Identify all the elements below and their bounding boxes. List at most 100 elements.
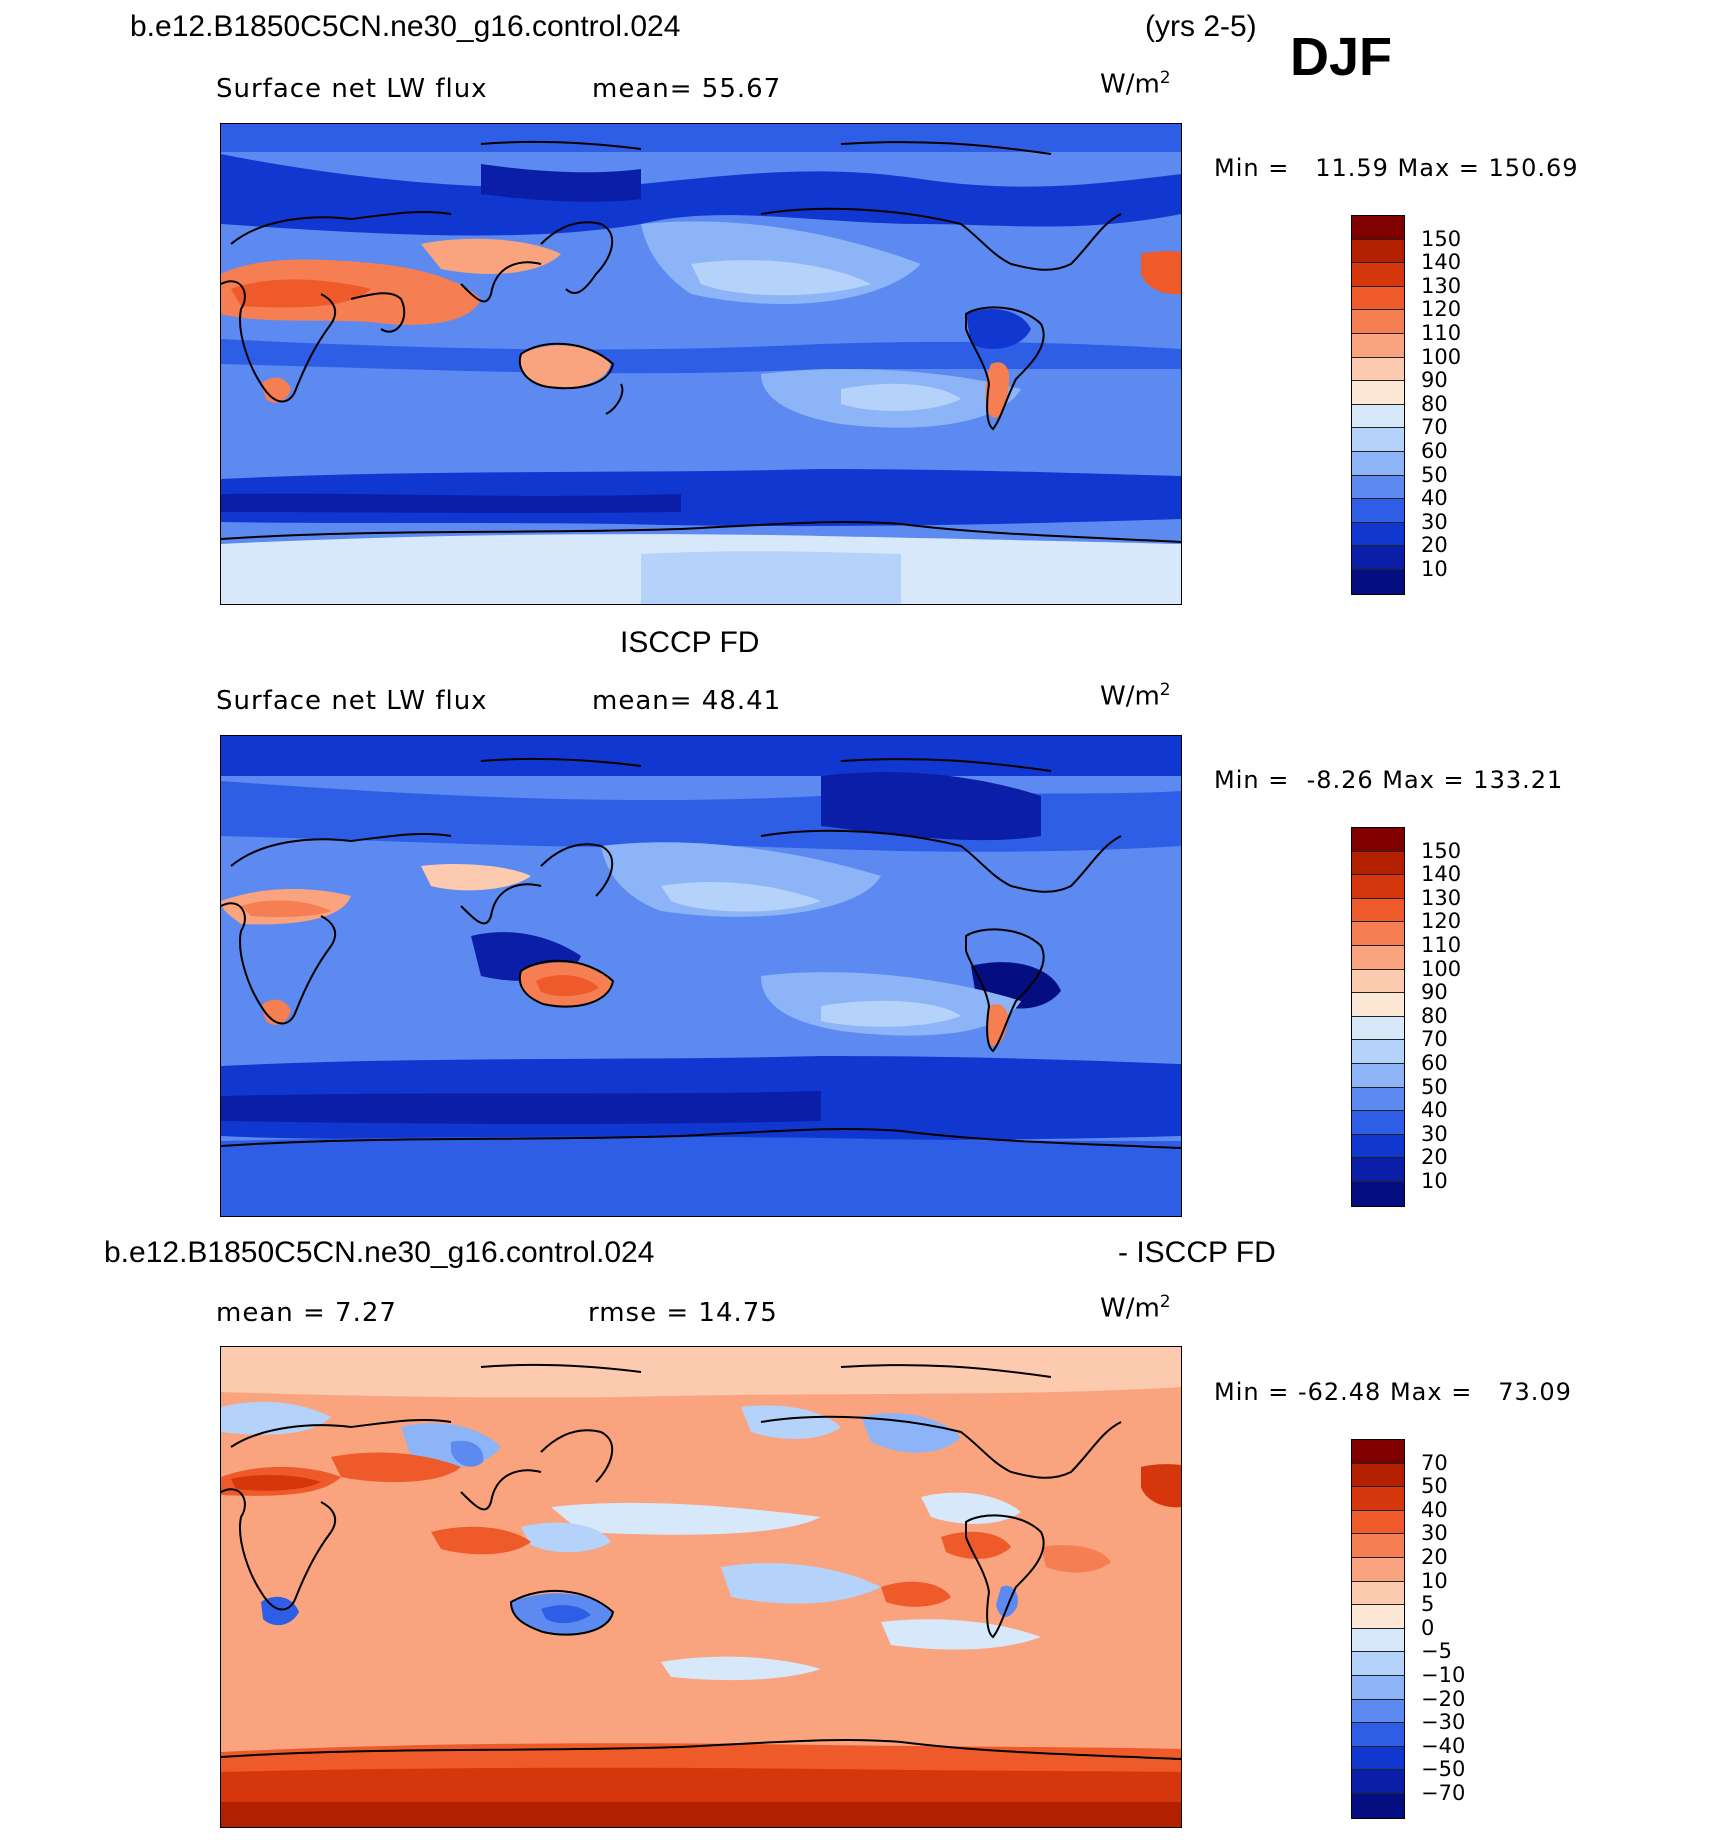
colorbar-swatch	[1352, 1487, 1404, 1511]
colorbar-swatch	[1352, 404, 1404, 429]
colorbar-swatch	[1352, 851, 1404, 876]
colorbar-swatch	[1352, 1111, 1404, 1135]
panel2-title: ISCCP FD	[620, 626, 760, 659]
colorbar-tick-label: −50	[1421, 1757, 1466, 1782]
colorbar-tick-label: −20	[1421, 1686, 1466, 1711]
panel2-mean-label: mean= 48.41	[592, 686, 782, 716]
panel1-colorbar-swatches	[1351, 215, 1405, 595]
colorbar-tick-label: 50	[1421, 1074, 1448, 1099]
colorbar-swatch	[1352, 1652, 1404, 1676]
colorbar-tick-label: 130	[1421, 885, 1462, 910]
colorbar-swatch	[1352, 546, 1404, 570]
colorbar-swatch	[1352, 451, 1404, 476]
colorbar-tick-label: 60	[1421, 439, 1448, 463]
colorbar-tick-label: 10	[1421, 1568, 1448, 1593]
panel3-title-left: b.e12.B1850C5CN.ne30_g16.control.024	[104, 1236, 655, 1269]
colorbar-tick-label: 120	[1421, 909, 1462, 934]
colorbar-swatch	[1352, 969, 1404, 994]
colorbar-swatch	[1352, 333, 1404, 358]
colorbar-swatch	[1352, 1746, 1404, 1771]
colorbar-tick-label: 30	[1421, 1121, 1448, 1146]
colorbar-tick-label: 0	[1421, 1615, 1435, 1640]
colorbar-swatch	[1352, 499, 1404, 523]
colorbar-swatch	[1352, 475, 1404, 500]
colorbar-swatch	[1352, 828, 1404, 852]
colorbar-tick-label: 20	[1421, 1545, 1448, 1569]
colorbar-tick-label: 10	[1421, 557, 1448, 581]
colorbar-swatch	[1352, 286, 1404, 311]
colorbar-tick-label: 30	[1421, 509, 1448, 534]
panel2-min-max: Min = -8.26 Max = 133.21	[1214, 766, 1564, 794]
panel3-map	[220, 1346, 1182, 1828]
colorbar-swatch	[1352, 875, 1404, 899]
colorbar-swatch	[1352, 1181, 1404, 1206]
colorbar-tick-label: 20	[1421, 1145, 1448, 1170]
panel3-min-max: Min = -62.48 Max = 73.09	[1214, 1378, 1572, 1406]
colorbar-tick-label: −70	[1421, 1781, 1466, 1805]
colorbar-tick-label: 110	[1421, 933, 1462, 957]
panel1-mean-label: mean= 55.67	[592, 74, 782, 104]
colorbar-tick-label: 140	[1421, 250, 1462, 275]
colorbar-swatch	[1352, 1158, 1404, 1182]
colorbar-tick-label: 100	[1421, 956, 1462, 981]
panel2-unit: W/m2	[1100, 680, 1171, 712]
panel2-colorbar: 150 140 130 120 110 100 90 80 70 60 50 40 30 20 10	[1351, 827, 1461, 1207]
season-label: DJF	[1290, 27, 1393, 87]
colorbar-tick-label: 110	[1421, 321, 1462, 345]
colorbar-swatch	[1352, 357, 1404, 382]
years-label: (yrs 2-5)	[1145, 10, 1257, 43]
colorbar-tick-label: 70	[1421, 1027, 1448, 1052]
panel1-variable-label: Surface net LW flux	[216, 74, 488, 104]
colorbar-tick-label: 60	[1421, 1051, 1448, 1075]
colorbar-swatch	[1352, 1723, 1404, 1747]
colorbar-swatch	[1352, 945, 1404, 970]
colorbar-swatch	[1352, 381, 1404, 405]
colorbar-tick-label: 90	[1421, 368, 1448, 393]
colorbar-swatch	[1352, 1581, 1404, 1606]
panel1-colorbar: 150 140 130 120 110 100 90 80 70 60 50 40 30 20 10	[1351, 215, 1461, 595]
colorbar-swatch	[1352, 569, 1404, 594]
colorbar-swatch	[1352, 1793, 1404, 1818]
colorbar-swatch	[1352, 216, 1404, 240]
colorbar-swatch	[1352, 1628, 1404, 1653]
colorbar-tick-label: −5	[1421, 1639, 1452, 1664]
colorbar-tick-label: −10	[1421, 1663, 1466, 1687]
colorbar-swatch	[1352, 1605, 1404, 1629]
colorbar-swatch	[1352, 898, 1404, 923]
colorbar-tick-label: 140	[1421, 862, 1462, 887]
colorbar-tick-label: 40	[1421, 1098, 1448, 1123]
colorbar-tick-label: 50	[1421, 1474, 1448, 1499]
colorbar-swatch	[1352, 1040, 1404, 1064]
panel1-min-max: Min = 11.59 Max = 150.69	[1214, 154, 1579, 182]
colorbar-swatch	[1352, 1463, 1404, 1488]
colorbar-tick-label: 5	[1421, 1592, 1435, 1617]
colorbar-tick-label: 70	[1421, 1450, 1448, 1475]
colorbar-tick-label: −40	[1421, 1733, 1466, 1758]
colorbar-tick-label: 150	[1421, 838, 1462, 863]
colorbar-tick-label: 130	[1421, 273, 1462, 298]
colorbar-tick-label: 50	[1421, 462, 1448, 487]
case-title: b.e12.B1850C5CN.ne30_g16.control.024	[130, 10, 681, 43]
panel2-map	[220, 735, 1182, 1217]
colorbar-tick-label: 40	[1421, 486, 1448, 511]
colorbar-swatch	[1352, 1134, 1404, 1159]
colorbar-tick-label: 20	[1421, 533, 1448, 558]
colorbar-swatch	[1352, 310, 1404, 334]
colorbar-swatch	[1352, 922, 1404, 946]
colorbar-swatch	[1352, 263, 1404, 287]
panel3-title-right: - ISCCP FD	[1118, 1236, 1276, 1269]
colorbar-tick-label: 10	[1421, 1169, 1448, 1193]
colorbar-swatch	[1352, 1087, 1404, 1112]
colorbar-swatch	[1352, 1063, 1404, 1088]
panel3-colorbar-swatches	[1351, 1439, 1405, 1819]
colorbar-swatch	[1352, 1440, 1404, 1464]
colorbar-tick-label: −30	[1421, 1710, 1466, 1735]
colorbar-tick-label: 100	[1421, 344, 1462, 369]
colorbar-tick-label: 80	[1421, 391, 1448, 416]
panel1-unit: W/m2	[1100, 68, 1171, 100]
colorbar-tick-label: 30	[1421, 1521, 1448, 1546]
colorbar-swatch	[1352, 993, 1404, 1017]
colorbar-swatch	[1352, 1699, 1404, 1724]
colorbar-swatch	[1352, 522, 1404, 547]
colorbar-swatch	[1352, 1510, 1404, 1535]
